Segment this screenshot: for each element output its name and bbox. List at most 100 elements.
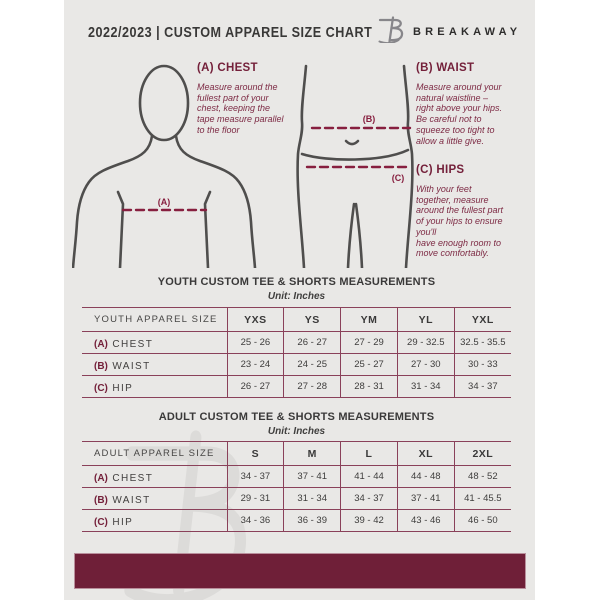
adult-table-header-row: ADULT APPAREL SIZE S M L XL 2XL [82, 441, 511, 466]
youth-waist-name: WAIST [112, 360, 151, 372]
youth-section-unit: Unit: Inches [267, 291, 326, 302]
document-canvas: 2022/2023 | CUSTOM APPAREL SIZE CHART BR… [64, 0, 535, 600]
right-inner-arm-outline [203, 190, 212, 268]
content-layer: 2022/2023 | CUSTOM APPAREL SIZE CHART BR… [64, 0, 535, 600]
adult-waist-label: (B) WAIST [82, 487, 227, 510]
adult-waist-name: WAIST [112, 494, 151, 506]
youth-table-header-row: YOUTH APPAREL SIZE YXS YS YM YL YXL [82, 307, 511, 332]
youth-size-ys: YS [283, 307, 341, 332]
youth-waist-row: (B) WAIST 23 - 24 24 - 25 25 - 27 27 - 3… [82, 353, 511, 376]
adult-hip-s: 34 - 36 [226, 509, 284, 532]
hip-marker-label: (C) [392, 173, 405, 183]
adult-hip-label: (C) HIP [82, 509, 227, 532]
youth-hip-ym: 28 - 31 [340, 375, 398, 398]
youth-waist-yl: 27 - 30 [396, 353, 455, 376]
left-torso-leg-outline [296, 64, 308, 268]
adult-chest-prefix: (A) [94, 472, 108, 484]
adult-chest-2xl: 48 - 52 [453, 465, 511, 488]
youth-hip-ys: 27 - 28 [283, 375, 341, 398]
adult-hip-2xl: 46 - 50 [453, 509, 511, 532]
page-title: 2022/2023 | CUSTOM APPAREL SIZE CHART [88, 24, 373, 41]
youth-size-yl: YL [396, 307, 455, 332]
youth-waist-label: (B) WAIST [82, 353, 227, 376]
youth-hip-prefix: (C) [94, 382, 108, 394]
adult-section-unit: Unit: Inches [267, 426, 326, 437]
youth-chest-yxs: 25 - 26 [226, 331, 284, 354]
adult-waist-m: 31 - 34 [283, 487, 341, 510]
chest-guide: (A) CHEST Measure around the fullest par… [197, 62, 309, 136]
youth-chest-ym: 27 - 29 [340, 331, 398, 354]
right-inner-leg-outline [354, 202, 364, 268]
youth-hip-yxs: 26 - 27 [226, 375, 284, 398]
youth-chest-prefix: (A) [94, 338, 108, 350]
youth-chest-label: (A) CHEST [82, 331, 227, 354]
youth-chest-name: CHEST [112, 338, 154, 350]
youth-size-header-cell: YOUTH APPAREL SIZE [82, 307, 227, 332]
youth-chest-ys: 26 - 27 [283, 331, 341, 354]
youth-waist-yxl: 30 - 33 [453, 353, 511, 376]
brand-name: BREAKAWAY [413, 26, 522, 38]
youth-waist-ym: 25 - 27 [340, 353, 398, 376]
adult-hip-l: 39 - 42 [340, 509, 398, 532]
youth-waist-prefix: (B) [94, 360, 108, 372]
hips-guide-text: With your feet together, measure around … [416, 184, 504, 259]
chest-guide-text: Measure around the fullest part of your … [197, 82, 284, 135]
left-inner-arm-outline [116, 190, 125, 268]
youth-size-yxs: YXS [226, 307, 284, 332]
adult-chest-m: 37 - 41 [283, 465, 341, 488]
youth-chest-yxl: 32.5 - 35.5 [453, 331, 511, 354]
hips-guide-heading: (C) HIPS [416, 164, 465, 176]
adult-waist-xl: 37 - 41 [396, 487, 455, 510]
hips-guide: (C) HIPS With your feet together, measur… [416, 164, 528, 259]
adult-size-m: M [283, 441, 341, 466]
youth-hip-row: (C) HIP 26 - 27 27 - 28 28 - 31 31 - 34 … [82, 375, 511, 398]
youth-hip-yxl: 34 - 37 [453, 375, 511, 398]
youth-chest-row: (A) CHEST 25 - 26 26 - 27 27 - 29 29 - 3… [82, 331, 511, 354]
adult-chest-xl: 44 - 48 [396, 465, 455, 488]
adult-section-title: ADULT CUSTOM TEE & SHORTS MEASUREMENTS [158, 411, 435, 423]
youth-waist-ys: 24 - 25 [283, 353, 341, 376]
adult-waist-row: (B) WAIST 29 - 31 31 - 34 34 - 37 37 - 4… [82, 487, 511, 510]
youth-section-title: YOUTH CUSTOM TEE & SHORTS MEASUREMENTS [157, 276, 436, 288]
right-shoulder-arm-outline [174, 134, 257, 268]
adult-size-table: ADULT APPAREL SIZE S M L XL 2XL (A) CHES… [82, 441, 511, 532]
adult-chest-s: 34 - 37 [226, 465, 284, 488]
adult-hip-m: 36 - 39 [283, 509, 341, 532]
adult-waist-prefix: (B) [94, 494, 108, 506]
adult-hip-row: (C) HIP 34 - 36 36 - 39 39 - 42 43 - 46 … [82, 509, 511, 532]
adult-size-2xl: 2XL [453, 441, 511, 466]
left-inner-leg-outline [346, 202, 356, 268]
adult-waist-l: 34 - 37 [340, 487, 398, 510]
chest-marker-label: (A) [158, 197, 171, 207]
youth-hip-name: HIP [112, 382, 134, 394]
adult-hip-xl: 43 - 46 [396, 509, 455, 532]
lower-body-diagram: (B) (C) [296, 64, 414, 268]
youth-size-yxl: YXL [453, 307, 511, 332]
youth-waist-yxs: 23 - 24 [226, 353, 284, 376]
footer-accent-bar [74, 553, 526, 589]
youth-size-ym: YM [340, 307, 398, 332]
adult-hip-prefix: (C) [94, 516, 108, 528]
adult-waist-2xl: 41 - 45.5 [453, 487, 511, 510]
youth-size-table: YOUTH APPAREL SIZE YXS YS YM YL YXL (A) … [82, 307, 511, 398]
head-outline [138, 64, 190, 142]
left-shoulder-arm-outline [72, 134, 154, 268]
adult-chest-label: (A) CHEST [82, 465, 227, 488]
hip-curve-outline [300, 148, 410, 161]
waist-guide-text: Measure around your natural waistline – … [416, 82, 503, 146]
youth-hip-yl: 31 - 34 [396, 375, 455, 398]
adult-size-header-cell: ADULT APPAREL SIZE [82, 441, 227, 466]
navel-mark [344, 139, 360, 146]
adult-waist-s: 29 - 31 [226, 487, 284, 510]
right-torso-leg-outline [402, 64, 414, 268]
adult-chest-l: 41 - 44 [340, 465, 398, 488]
adult-size-xl: XL [396, 441, 455, 466]
breakaway-logo-icon [378, 16, 404, 43]
adult-chest-row: (A) CHEST 34 - 37 37 - 41 41 - 44 44 - 4… [82, 465, 511, 488]
youth-hip-label: (C) HIP [82, 375, 227, 398]
upper-body-diagram: (A) [72, 64, 257, 268]
waist-guide-heading: (B) WAIST [416, 62, 475, 74]
adult-chest-name: CHEST [112, 472, 154, 484]
waist-guide: (B) WAIST Measure around your natural wa… [416, 62, 528, 146]
